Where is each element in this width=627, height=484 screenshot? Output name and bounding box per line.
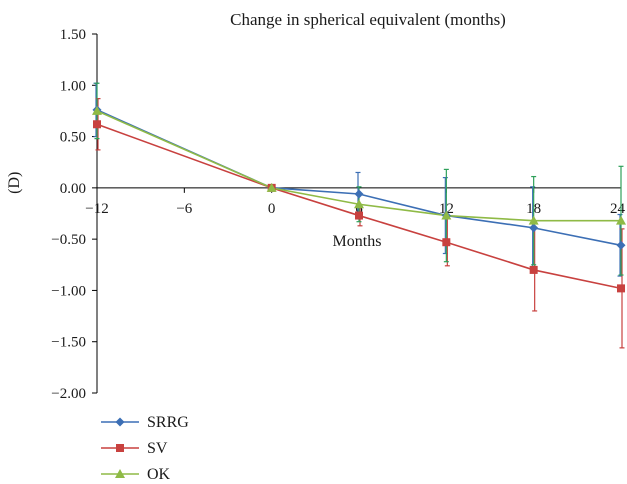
legend-label-ok: OK (147, 466, 171, 483)
data-point-sv (355, 211, 363, 220)
data-point-ok (266, 182, 277, 192)
data-point-ok (354, 199, 364, 209)
x-tick-label: −12 (85, 201, 108, 217)
y-tick-label: −2.00 (51, 386, 86, 402)
data-point-srrg (354, 189, 364, 199)
x-axis-title: Months (333, 233, 382, 250)
y-tick-label: 0.50 (60, 130, 86, 146)
data-point-ok (616, 215, 626, 225)
legend-label-sv: SV (147, 440, 168, 457)
legend-marker-sv (116, 444, 124, 452)
series-line-sv (96, 123, 622, 290)
legend-marker-ok (115, 469, 125, 478)
y-tick-label: −1.00 (51, 283, 86, 299)
series-line-srrg (96, 109, 622, 247)
y-tick-label: 0.00 (60, 181, 86, 197)
data-point-ok (92, 105, 102, 115)
y-axis-title: (D) (6, 172, 23, 194)
data-point-ok (441, 210, 452, 220)
series-line-ok (96, 110, 621, 222)
data-point-srrg (616, 240, 626, 250)
chart-title: Change in spherical equivalent (months) (230, 10, 506, 29)
data-point-sv (529, 265, 538, 274)
y-tick-label: 1.00 (60, 78, 86, 94)
data-point-sv (617, 284, 625, 293)
y-tick-label: −0.50 (51, 232, 86, 248)
data-point-srrg (529, 223, 539, 233)
x-tick-label: 24 (610, 201, 626, 217)
x-tick-label: −6 (176, 201, 192, 217)
legend-marker-srrg (115, 417, 125, 427)
x-tick-label: 0 (268, 201, 276, 217)
data-point-sv (442, 238, 451, 247)
legend-label-srrg: SRRG (147, 414, 189, 431)
data-point-sv (93, 120, 101, 129)
data-point-ok (528, 215, 539, 225)
y-tick-label: −1.50 (51, 335, 86, 351)
y-tick-label: 1.50 (60, 27, 86, 43)
